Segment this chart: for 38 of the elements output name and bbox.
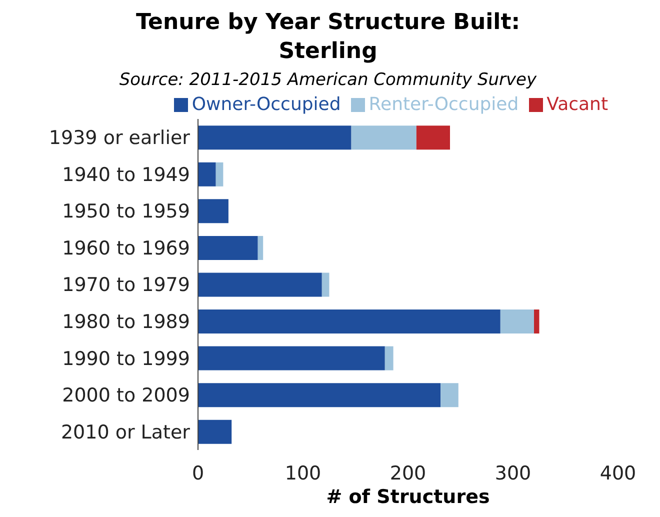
bar: [440, 383, 458, 408]
y-tick-label: 2000 to 2009: [62, 384, 190, 407]
bar: [198, 346, 385, 370]
legend-label: Vacant: [546, 94, 608, 115]
x-tick-label: 400: [600, 462, 636, 484]
bar: [198, 126, 352, 150]
bar: [258, 236, 264, 260]
y-tick-label: 1940 to 1949: [62, 164, 190, 186]
bar: [198, 272, 322, 297]
bar: [198, 199, 228, 224]
y-tick-label: 1980 to 1989: [62, 311, 190, 334]
x-axis-title: # of Structures: [325, 486, 491, 508]
chart-title: Tenure by Year Structure Built: Sterling: [134, 9, 522, 66]
y-tick-label: 1990 to 1999: [62, 348, 190, 370]
bar: [384, 346, 394, 370]
bar: [198, 383, 441, 408]
x-tick-label: 0: [192, 462, 204, 484]
bar: [198, 420, 232, 444]
chart-subtitle: Source: 2011-2015 American Community Survey: [118, 70, 538, 90]
bar: [198, 310, 500, 334]
y-tick-label: 1950 to 1959: [62, 200, 190, 223]
bar: [534, 310, 540, 334]
bar: [198, 162, 216, 186]
x-tick-label: 200: [390, 462, 426, 484]
y-tick-label: 2010 or Later: [60, 421, 190, 444]
bar: [416, 126, 450, 150]
legend-label: Owner-Occupied: [192, 94, 341, 115]
x-tick-label: 300: [494, 462, 532, 484]
y-tick-label: 1939 or earlier: [48, 127, 190, 150]
y-tick-label: 1970 to 1979: [62, 274, 190, 296]
x-tick-label: 100: [284, 462, 322, 484]
bar: [198, 236, 258, 260]
bar: [216, 162, 224, 186]
legend-label: Renter-Occupied: [368, 94, 519, 115]
bar: [351, 126, 416, 150]
y-tick-label: 1960 to 1969: [62, 237, 190, 260]
bar: [500, 310, 534, 334]
bar: [322, 272, 330, 297]
